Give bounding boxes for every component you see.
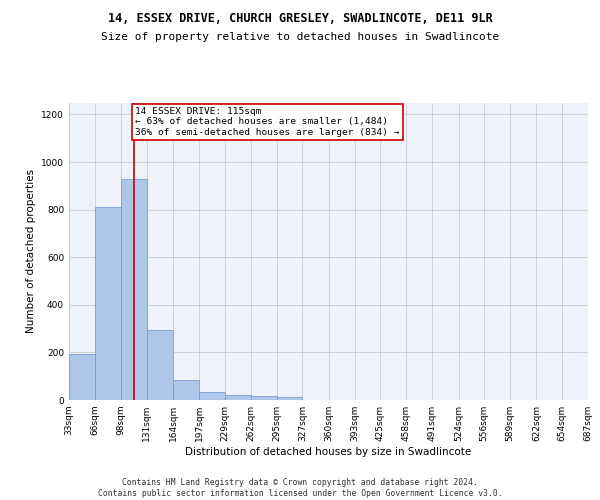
Bar <box>251 396 277 400</box>
Bar <box>121 178 147 400</box>
Bar <box>199 392 224 400</box>
Bar <box>69 354 95 400</box>
Text: 14 ESSEX DRIVE: 115sqm
← 63% of detached houses are smaller (1,484)
36% of semi-: 14 ESSEX DRIVE: 115sqm ← 63% of detached… <box>135 107 400 137</box>
X-axis label: Distribution of detached houses by size in Swadlincote: Distribution of detached houses by size … <box>185 447 472 457</box>
Bar <box>224 395 251 400</box>
Y-axis label: Number of detached properties: Number of detached properties <box>26 169 35 334</box>
Text: Size of property relative to detached houses in Swadlincote: Size of property relative to detached ho… <box>101 32 499 42</box>
Text: Contains HM Land Registry data © Crown copyright and database right 2024.
Contai: Contains HM Land Registry data © Crown c… <box>98 478 502 498</box>
Bar <box>277 397 302 400</box>
Text: 14, ESSEX DRIVE, CHURCH GRESLEY, SWADLINCOTE, DE11 9LR: 14, ESSEX DRIVE, CHURCH GRESLEY, SWADLIN… <box>107 12 493 26</box>
Bar <box>147 330 173 400</box>
Bar <box>95 207 121 400</box>
Bar <box>173 380 199 400</box>
